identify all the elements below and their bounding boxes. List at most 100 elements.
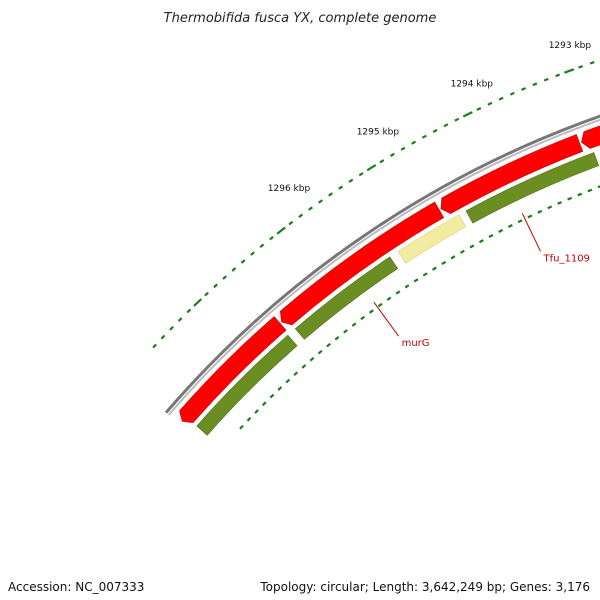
scale-tick [589, 61, 595, 65]
scale-ticks [152, 61, 600, 430]
scale-tick [348, 178, 354, 183]
pseudogene-block [397, 214, 467, 264]
scale-tick [308, 206, 313, 211]
inner-tick [334, 335, 340, 341]
scale-tick [462, 111, 473, 118]
scale-labels: 1289 kbp1290 kbp1291 kbp1292 kbp1293 kbp… [268, 41, 592, 194]
inner-tick [246, 416, 252, 422]
scale-tick [177, 317, 183, 322]
scale-tick [443, 123, 449, 128]
scale-tick [338, 185, 344, 190]
scale-tick [543, 77, 549, 82]
inner-tick [469, 244, 475, 249]
scale-tick [432, 128, 438, 133]
inner-tick [326, 342, 331, 348]
inner-tick [317, 349, 323, 355]
gene-label-connector [521, 213, 541, 252]
inner-tick [459, 249, 465, 254]
gene-label: murG [402, 338, 430, 349]
inner-tick [360, 315, 366, 321]
inner-tick [557, 201, 563, 205]
gene-block [465, 152, 600, 224]
scale-label: 1294 kbp [451, 80, 494, 90]
inner-tick [386, 296, 392, 301]
backbone-track [164, 114, 600, 416]
inner-tick [377, 302, 383, 308]
scale-tick [259, 243, 265, 249]
scale-tick [564, 68, 575, 74]
inner-tick [537, 209, 543, 214]
inner-tick [404, 284, 410, 289]
scale-tick [555, 73, 561, 78]
scale-tick [193, 298, 203, 307]
scale-tick [204, 291, 209, 297]
inner-tick [507, 224, 513, 228]
inner-tick [587, 188, 593, 193]
inner-tick [395, 290, 401, 295]
scale-tick [366, 164, 377, 172]
scale-label: 1293 kbp [549, 41, 592, 51]
inner-tick [577, 192, 583, 197]
backbone-inner-line [167, 118, 600, 416]
inner-tick [517, 219, 523, 224]
inner-tick [285, 378, 291, 384]
scale-tick [379, 159, 385, 164]
scale-tick [328, 192, 333, 197]
inner-tick [488, 234, 494, 238]
scale-tick [250, 251, 255, 256]
inner-tick [413, 278, 419, 283]
inner-tick [277, 386, 283, 391]
inner-tick [293, 371, 299, 377]
cds-arrow [179, 316, 287, 424]
inner-tick [261, 401, 267, 407]
scale-tick [231, 267, 237, 272]
inner-tick [351, 322, 357, 327]
scale-tick [213, 283, 218, 289]
scale-tick [411, 140, 417, 145]
scale-tick [240, 259, 246, 264]
feature-tracks [179, 125, 600, 436]
scale-label: 1296 kbp [268, 184, 311, 194]
scale-tick [421, 134, 427, 139]
inner-tick [498, 228, 504, 233]
scale-tick [509, 91, 515, 96]
inner-tick [239, 424, 244, 430]
genome-stats-label: Topology: circular; Length: 3,642,249 bp… [256, 579, 594, 595]
cds-arrow [581, 125, 600, 149]
scale-tick [487, 101, 493, 106]
backbone-outer-line [164, 114, 600, 414]
scale-tick [152, 343, 157, 349]
gene-label: Tfu_1109 [543, 253, 590, 264]
gene-block [294, 256, 399, 340]
scale-label: 1295 kbp [357, 127, 400, 137]
gene-block [196, 334, 298, 436]
scale-tick [298, 213, 304, 218]
scale-tick [454, 117, 460, 122]
scale-tick [521, 87, 527, 91]
inner-tick [441, 260, 447, 266]
scale-tick [169, 325, 174, 331]
inner-tick [527, 214, 533, 219]
scale-tick [222, 275, 228, 280]
inner-tick [567, 196, 573, 201]
scale-tick [532, 82, 538, 87]
inner-tick [269, 393, 275, 399]
scale-tick [276, 226, 286, 235]
map-title: Thermobifida fusca YX, complete genome [164, 11, 437, 26]
inner-tick [547, 205, 553, 210]
scale-tick [400, 146, 406, 151]
inner-tick [450, 255, 456, 260]
cds-arrow [440, 134, 584, 215]
inner-tick [254, 409, 259, 414]
inner-tick [431, 266, 437, 271]
scale-tick [389, 152, 395, 157]
scale-tick [578, 65, 584, 69]
inner-tick [309, 356, 315, 362]
accession-label: Accession: NC_007333 [4, 579, 149, 595]
inner-tick [478, 239, 484, 244]
cds-arrow [279, 201, 445, 326]
gene-label-connector [373, 301, 400, 337]
scale-tick [476, 107, 482, 111]
